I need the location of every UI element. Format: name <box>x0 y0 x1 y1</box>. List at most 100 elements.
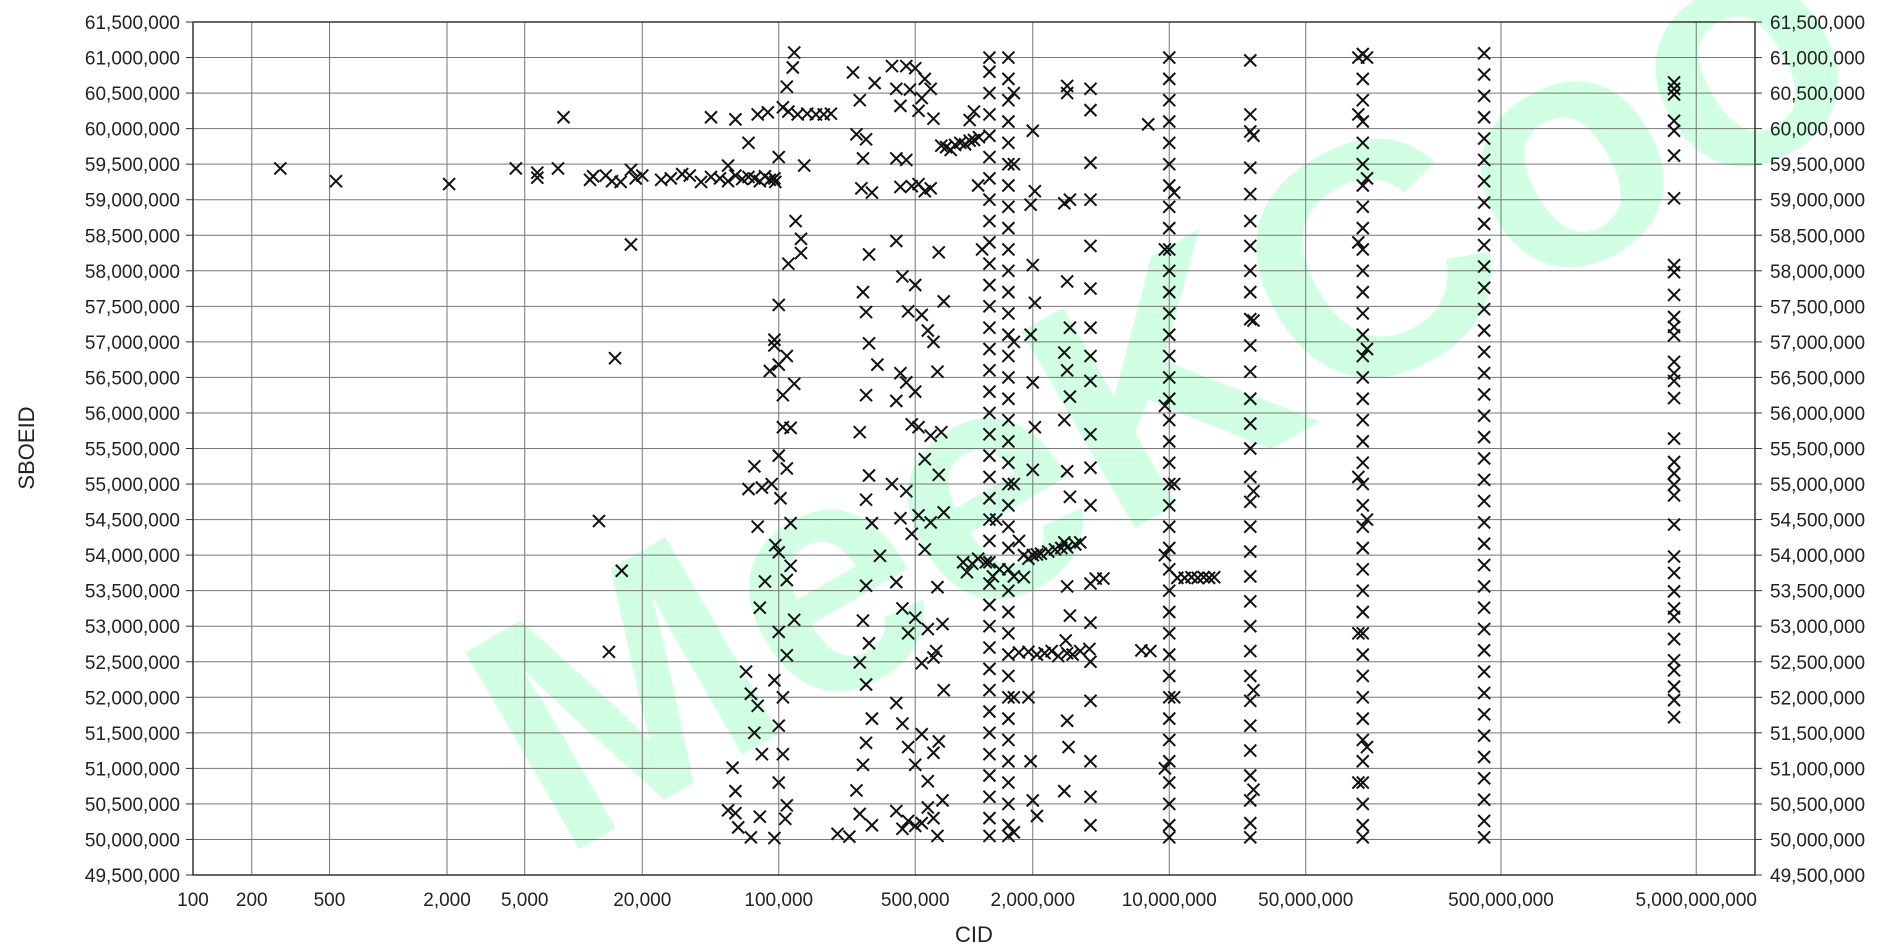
data-point <box>772 625 786 639</box>
data-point <box>1001 541 1016 555</box>
data-point <box>923 82 938 96</box>
data-point <box>1356 242 1370 257</box>
data-point <box>1007 157 1021 171</box>
data-point <box>1243 264 1257 278</box>
data-point <box>1667 75 1681 90</box>
y-tick-label-right-15: 57,000,000 <box>1770 333 1865 354</box>
data-point <box>905 527 919 541</box>
data-point <box>787 45 801 60</box>
data-point <box>1243 644 1257 658</box>
data-point <box>889 696 904 710</box>
data-point <box>915 727 929 741</box>
data-point <box>1007 477 1021 491</box>
data-point <box>1162 797 1176 811</box>
data-point <box>905 417 919 432</box>
data-point <box>1477 728 1491 743</box>
data-point <box>1073 535 1087 550</box>
data-point <box>1158 548 1172 562</box>
data-point <box>586 169 600 183</box>
data-point <box>1026 124 1040 138</box>
data-point <box>1667 584 1681 599</box>
data-point <box>859 132 873 146</box>
data-point <box>911 420 926 434</box>
y-tick-label-right-20: 59,500,000 <box>1770 155 1865 176</box>
data-point <box>1667 265 1681 279</box>
data-point <box>1243 569 1257 584</box>
x-tick-label-7: 500,000 <box>881 890 950 911</box>
data-point <box>1051 649 1065 663</box>
data-point <box>755 480 769 495</box>
data-point <box>1351 107 1366 122</box>
data-point <box>1001 754 1016 768</box>
data-point <box>1667 288 1681 302</box>
data-point <box>1162 178 1176 193</box>
data-point <box>982 235 997 250</box>
data-point <box>1001 285 1016 299</box>
data-point <box>781 256 796 271</box>
x-tick-label-9: 10,000,000 <box>1122 890 1217 911</box>
data-point <box>1162 370 1176 385</box>
data-point <box>1061 740 1076 754</box>
data-point <box>1083 82 1098 96</box>
data-point <box>773 491 788 505</box>
data-point <box>750 519 765 534</box>
data-point <box>1477 174 1491 188</box>
data-point <box>856 151 870 166</box>
x-tick-label-0: 100 <box>177 890 209 911</box>
data-point <box>1162 498 1176 513</box>
y-tick-label-right-5: 52,000,000 <box>1770 688 1865 709</box>
data-point <box>853 807 867 821</box>
data-point <box>1356 583 1370 598</box>
y-tick-label-13: 56,000,000 <box>85 404 180 425</box>
data-point <box>1001 519 1016 534</box>
data-point <box>1028 296 1042 310</box>
data-point <box>1477 792 1491 807</box>
data-point <box>664 171 678 186</box>
watermark-text: MeeKCoo <box>411 0 1901 921</box>
data-point <box>1083 615 1098 630</box>
data-point <box>1477 537 1491 551</box>
data-point <box>1243 187 1257 201</box>
data-point <box>1351 470 1366 484</box>
y-tick-label-right-11: 55,000,000 <box>1770 475 1865 496</box>
data-point <box>767 673 782 687</box>
data-point <box>1356 541 1370 555</box>
data-point <box>982 555 997 569</box>
y-tick-label-right-21: 60,000,000 <box>1770 120 1865 141</box>
data-point <box>1060 714 1074 728</box>
data-point <box>1243 53 1257 68</box>
data-point <box>842 829 857 844</box>
data-point <box>1162 669 1176 683</box>
data-point <box>1162 114 1176 129</box>
data-point <box>1001 50 1016 65</box>
data-point <box>1356 830 1370 845</box>
data-point <box>1063 490 1077 504</box>
data-point <box>1001 647 1016 662</box>
x-axis-title: CID <box>955 922 993 947</box>
data-point <box>859 736 873 750</box>
data-point <box>704 110 718 124</box>
data-point <box>683 168 697 183</box>
data-point <box>1243 392 1257 406</box>
y-tick-label-right-4: 51,500,000 <box>1770 724 1865 745</box>
data-point <box>1667 191 1681 205</box>
data-point <box>1356 775 1370 790</box>
data-point <box>1026 793 1040 808</box>
data-point <box>1667 148 1681 163</box>
data-point <box>901 626 915 641</box>
data-point <box>1246 683 1261 697</box>
data-point <box>982 768 997 783</box>
data-point <box>1162 583 1176 598</box>
data-point <box>899 59 913 73</box>
data-point <box>908 61 922 75</box>
data-point <box>1007 825 1021 840</box>
data-point <box>1162 477 1176 491</box>
data-point <box>937 294 951 309</box>
data-point <box>911 508 926 523</box>
data-point <box>1083 655 1098 669</box>
data-point <box>1360 740 1374 754</box>
data-point <box>1158 399 1172 413</box>
y-tick-label-right-2: 50,500,000 <box>1770 795 1865 816</box>
data-point <box>1246 484 1261 498</box>
data-point <box>824 106 838 121</box>
